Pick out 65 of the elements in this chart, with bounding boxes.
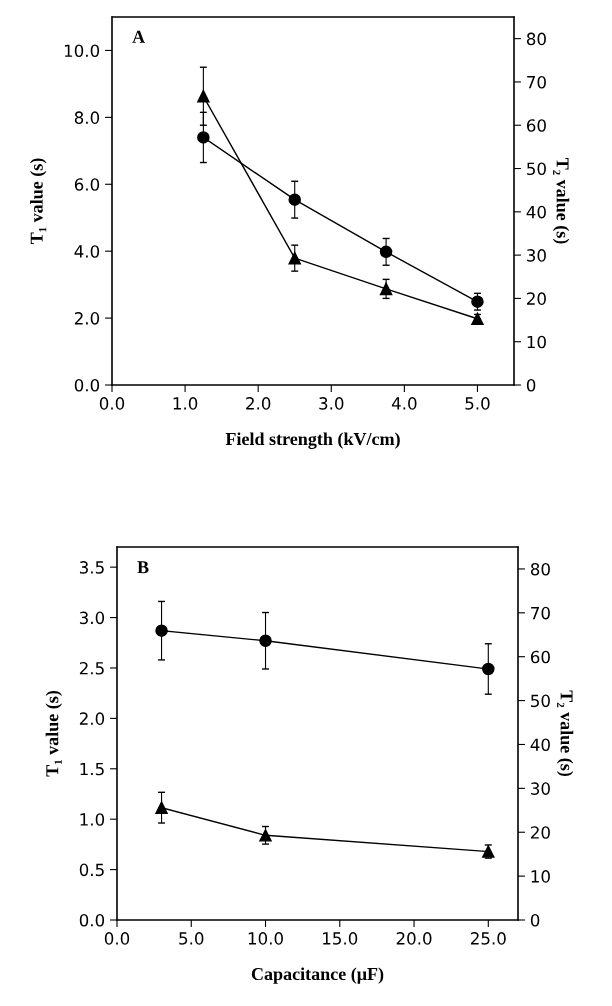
x-tick-label: 3.0	[319, 397, 344, 410]
x-tick-label: 0.0	[99, 397, 125, 410]
y-tick-label: 1.5	[80, 762, 104, 776]
x-tick-label: 2.0	[246, 397, 271, 410]
y-tick-label: 6.0	[74, 178, 100, 191]
point	[379, 245, 393, 259]
point	[288, 251, 301, 265]
point	[259, 829, 272, 842]
y2-tick-label: 20	[527, 292, 546, 305]
point	[259, 634, 272, 648]
point	[197, 131, 210, 144]
y2-tick-label: 30	[531, 782, 550, 795]
point	[288, 193, 301, 206]
x-tick-label: 0.0	[104, 932, 130, 945]
y-tick-label: 10.0	[64, 44, 100, 58]
y-axis-title: T₁ value (s)	[30, 158, 47, 245]
y-tick-label: 0.5	[79, 863, 104, 877]
y2-tick-label: 40	[526, 205, 546, 219]
y2-tick-label: 0	[530, 913, 540, 927]
y2-axis-title: T₂ value (s)	[556, 690, 574, 777]
y2-tick-label: 50	[527, 162, 546, 176]
y-tick-label: 1.0	[80, 813, 105, 826]
y2-tick-label: 70	[527, 75, 546, 89]
y2-tick-label: 80	[526, 32, 546, 46]
y-tick-label: 4.0	[74, 245, 100, 258]
y2-tick-label: 10	[531, 870, 550, 883]
point	[155, 624, 168, 637]
point	[482, 662, 495, 676]
y-axis-title: T₁ value (s)	[45, 690, 63, 777]
y-tick-label: 2.0	[79, 712, 105, 725]
y-tick-label: 3.5	[79, 561, 104, 574]
point	[379, 282, 393, 296]
x-tick-label: 10.0	[248, 932, 283, 945]
x-tick-label: 25.0	[470, 932, 506, 945]
y2-tick-label: 0	[526, 378, 536, 392]
x-tick-label: 20.0	[396, 932, 432, 945]
x-tick-label: 1.0	[173, 397, 198, 410]
annotation: A	[132, 30, 146, 43]
x-tick-label: 15.0	[323, 932, 358, 945]
y-tick-label: 2.0	[74, 312, 100, 325]
y-tick-label: 2.5	[79, 661, 104, 675]
y2-tick-label: 10	[527, 335, 546, 349]
y2-tick-label: 20	[531, 826, 550, 839]
y-tick-label: 0.0	[74, 378, 100, 392]
annotation: B	[137, 561, 149, 574]
y-tick-label: 0.0	[79, 913, 105, 927]
y2-tick-label: 30	[527, 249, 546, 262]
y-tick-label: 8.0	[74, 111, 100, 124]
y2-tick-label: 60	[530, 650, 550, 664]
x-axis-title: Field strength (kV/cm)	[225, 432, 400, 449]
y2-tick-label: 50	[531, 694, 550, 708]
y2-tick-label: 80	[530, 562, 550, 576]
y-tick-label: 3.0	[79, 611, 105, 625]
point	[155, 801, 168, 814]
point	[197, 89, 210, 103]
y2-axis-title: T₂ value (s)	[552, 157, 570, 244]
point	[471, 312, 484, 326]
y2-tick-label: 70	[531, 606, 550, 620]
x-tick-label: 4.0	[391, 397, 417, 410]
x-axis-title: Capacitance (μF)	[251, 967, 384, 984]
x-tick-label: 5.0	[465, 397, 490, 410]
x-tick-label: 5.0	[179, 932, 204, 945]
point	[471, 295, 484, 308]
y2-tick-label: 60	[526, 119, 546, 132]
y2-tick-label: 40	[530, 738, 550, 752]
